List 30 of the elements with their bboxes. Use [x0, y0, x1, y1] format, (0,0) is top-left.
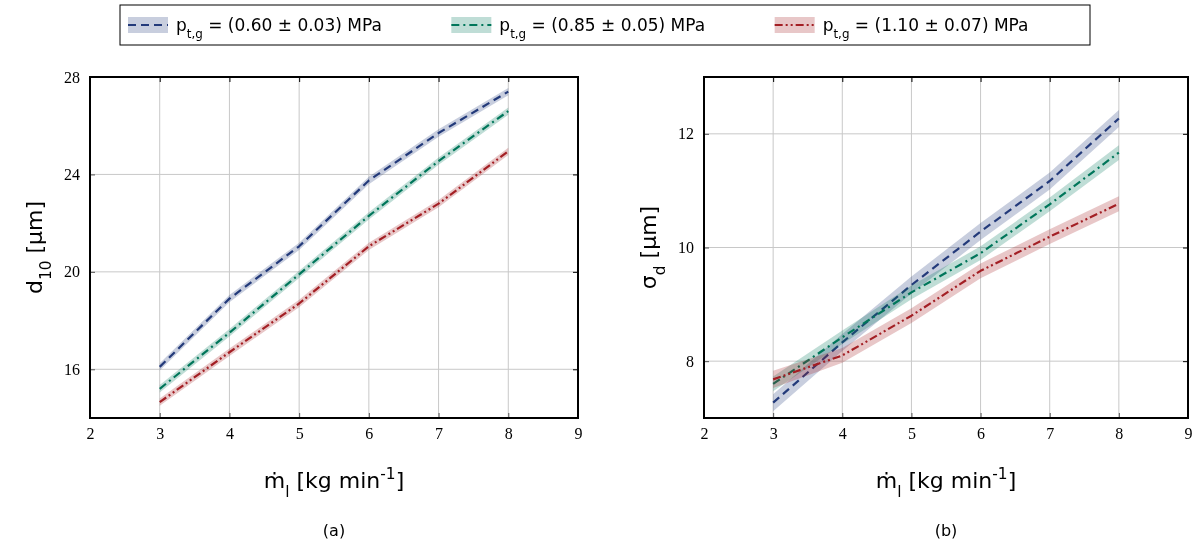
x-tick-label: 6: [977, 425, 986, 443]
x-tick-label: 6: [365, 425, 374, 443]
y-tick-label: 20: [64, 263, 80, 281]
y-tick-label: 28: [64, 68, 80, 86]
x-tick-label: 2: [86, 425, 95, 443]
x-tick-label: 8: [504, 425, 513, 443]
x-tick-label: 9: [1184, 425, 1193, 443]
x-axis-title: ṁ$_{l}$ [kg min$^{-1}$]: [875, 465, 1017, 501]
x-tick-label: 4: [225, 425, 234, 443]
x-tick-label: 4: [838, 425, 847, 443]
x-tick-label: 3: [156, 425, 165, 443]
legend-label: p$_{t,g}$ = (1.10 ± 0.07) MPa: [822, 15, 1029, 41]
x-axis-title: ṁ$_{l}$ [kg min$^{-1}$]: [263, 465, 405, 501]
y-tick-label: 8: [686, 352, 694, 370]
legend-label: p$_{t,g}$ = (0.60 ± 0.03) MPa: [176, 15, 382, 41]
y-tick-label: 12: [678, 125, 694, 143]
text: (a): [322, 521, 346, 540]
x-tick-label: 5: [295, 425, 304, 443]
x-tick-label: 9: [574, 425, 583, 443]
x-tick-label: 5: [907, 425, 916, 443]
x-tick-label: 7: [435, 425, 444, 443]
text: (b): [934, 521, 958, 540]
x-tick-label: 8: [1115, 425, 1124, 443]
x-tick-label: 2: [700, 425, 709, 443]
legend-label: p$_{t,g}$ = (0.85 ± 0.05) MPa: [499, 15, 706, 41]
y-tick-label: 16: [64, 360, 80, 378]
x-tick-label: 3: [769, 425, 778, 443]
y-tick-label: 10: [678, 239, 694, 257]
y-tick-label: 24: [64, 166, 80, 184]
x-tick-label: 7: [1046, 425, 1055, 443]
